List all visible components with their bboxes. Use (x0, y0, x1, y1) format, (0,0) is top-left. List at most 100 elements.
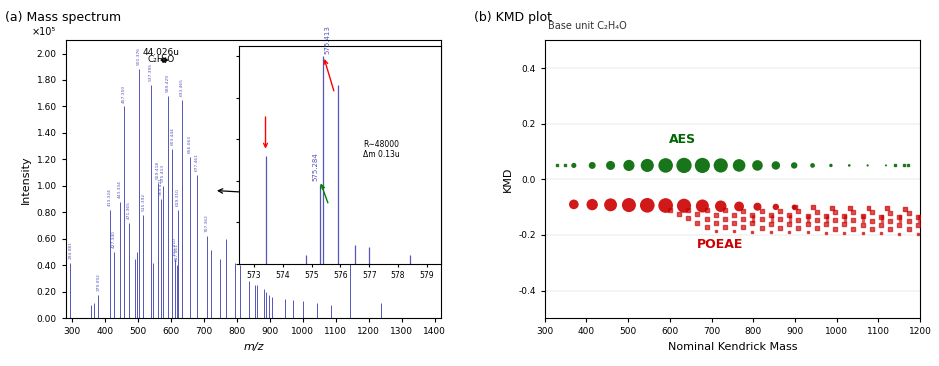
Point (763, 212, 778, 218)
Point (874, 218, 889, 224)
Point (773, 217, 788, 223)
Point (622, 202, 637, 208)
Point (800, 229, 815, 235)
Point (717, 224, 732, 230)
Point (864, 226, 879, 232)
Point (901, 210, 916, 216)
Point (838, 218, 853, 224)
Point (639, 202, 654, 208)
Point (893, 213, 908, 219)
Text: 633.465: 633.465 (180, 78, 184, 96)
Point (708, 212, 723, 217)
Point (782, 215, 797, 221)
Text: POEAE: POEAE (697, 238, 743, 251)
Text: (a) Mass spectrum: (a) Mass spectrum (5, 11, 121, 24)
Point (805, 163, 820, 168)
Point (801, 215, 816, 221)
Point (764, 218, 779, 224)
Text: 589.429: 589.429 (165, 74, 170, 92)
Point (846, 209, 861, 215)
Text: 443.334: 443.334 (117, 180, 121, 198)
Point (676, 203, 691, 209)
Point (754, 216, 769, 222)
Point (801, 218, 816, 224)
Point (681, 216, 696, 221)
Point (764, 213, 779, 219)
Point (782, 218, 797, 224)
Text: R∼48000
Δm 0.13u: R∼48000 Δm 0.13u (363, 140, 400, 159)
Point (639, 163, 654, 168)
Point (824, 163, 839, 168)
Text: 294.081: 294.081 (69, 241, 72, 259)
Point (731, 163, 747, 168)
Point (837, 213, 852, 219)
Text: 575.413: 575.413 (162, 164, 165, 182)
Point (883, 218, 898, 224)
Point (768, 204, 783, 210)
Point (763, 229, 778, 235)
Point (809, 225, 824, 231)
Point (892, 214, 907, 220)
Text: 575.413: 575.413 (325, 25, 331, 54)
Y-axis label: Intensity: Intensity (21, 155, 31, 203)
Text: 617.461: 617.461 (175, 244, 179, 261)
Text: 537.395: 537.395 (148, 63, 152, 81)
Point (856, 218, 871, 224)
Point (846, 226, 861, 232)
Point (736, 224, 751, 230)
Point (898, 206, 913, 212)
Point (585, 163, 600, 168)
Point (873, 230, 888, 236)
Point (864, 209, 879, 215)
Point (699, 224, 714, 230)
Point (855, 222, 870, 228)
Point (910, 223, 925, 228)
Point (750, 163, 765, 168)
Point (819, 215, 834, 221)
Point (879, 163, 894, 168)
Point (745, 220, 760, 226)
Point (714, 203, 729, 209)
Point (708, 228, 723, 234)
Text: 44.026u: 44.026u (143, 48, 179, 57)
Point (764, 215, 779, 221)
Point (708, 220, 723, 226)
Point (838, 215, 853, 221)
Point (717, 216, 732, 222)
Point (787, 163, 802, 168)
Point (695, 203, 710, 209)
Point (896, 163, 911, 168)
Y-axis label: KMD: KMD (502, 167, 513, 192)
Point (911, 215, 926, 221)
Text: 471.365: 471.365 (127, 201, 131, 219)
Point (690, 211, 705, 217)
Point (827, 209, 842, 215)
Point (809, 217, 824, 223)
Point (860, 163, 875, 168)
Point (754, 208, 769, 214)
Point (746, 213, 761, 219)
Point (873, 222, 888, 228)
Point (566, 201, 581, 207)
Text: 575.284: 575.284 (313, 152, 318, 180)
Point (864, 218, 879, 224)
Point (773, 225, 788, 231)
Point (873, 214, 888, 220)
Point (874, 213, 889, 219)
Point (887, 163, 902, 168)
Point (782, 213, 797, 219)
Point (746, 215, 761, 221)
Point (819, 221, 834, 227)
Point (827, 217, 842, 223)
X-axis label: m/z: m/z (243, 342, 264, 352)
Point (837, 230, 852, 236)
Text: AES: AES (669, 133, 696, 146)
Point (806, 205, 821, 210)
Point (658, 203, 673, 209)
Point (911, 218, 926, 224)
Point (695, 163, 710, 168)
Text: 619.310: 619.310 (176, 188, 179, 206)
Point (893, 218, 908, 224)
Point (856, 213, 871, 219)
Text: Base unit C₂H₄O: Base unit C₂H₄O (548, 20, 627, 30)
